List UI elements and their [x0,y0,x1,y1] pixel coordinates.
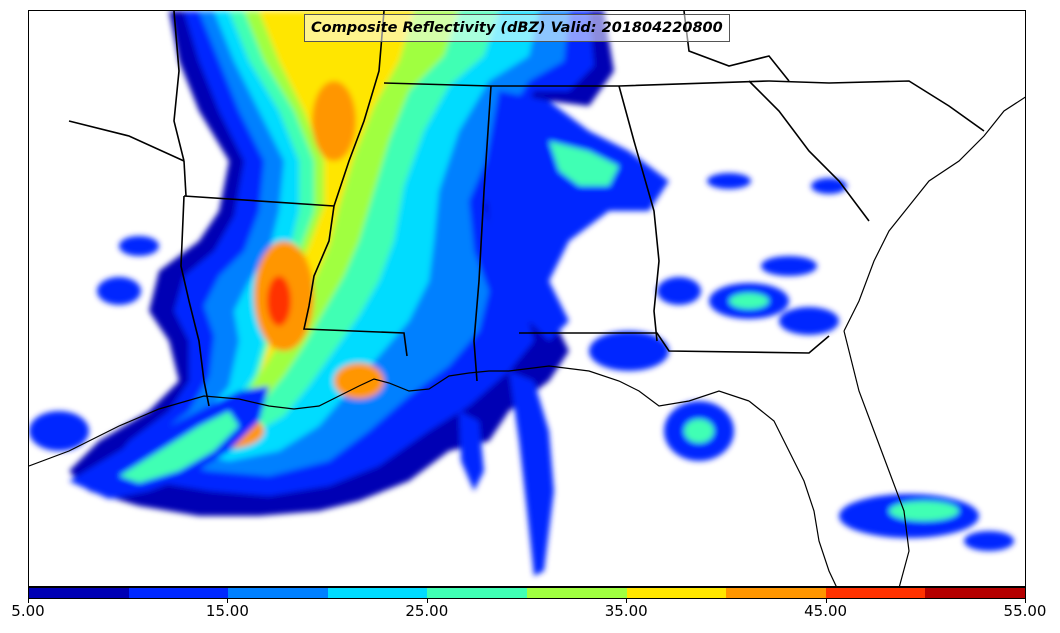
echo-scattered-cell [811,178,847,194]
colorbar-tick-label: 35.00 [604,602,648,620]
state-border [183,195,335,207]
colorbar-segment [626,588,727,598]
state-border [473,85,492,382]
echo-scattered-cell [119,236,159,256]
state-border [383,80,770,87]
colorbar-segment [128,588,229,598]
echo-gulf-streak [459,411,484,491]
colorbar-segment [427,588,527,598]
state-border [173,11,185,162]
echo-streak-band-green [549,141,619,186]
state-border [333,11,385,207]
colorbar-segment [228,588,328,598]
state-boundaries [68,11,985,407]
echo-scattered-cell [779,307,839,335]
echo-core-orange [312,81,356,161]
coastline [29,370,509,467]
colorbar-tick-label: 15.00 [205,602,249,620]
colorbar-tick-label: 45.00 [804,602,848,620]
echo-scattered-cell [684,419,714,443]
echo-gulf-streak [509,371,554,576]
colorbar-segment [925,588,1025,598]
echo-core-red [267,276,291,326]
echo-scattered-cell [889,501,959,521]
reflectivity-map [28,10,1026,587]
map-title: Composite Reflectivity (dBZ) Valid: 2018… [304,14,730,42]
colorbar-tick-label: 55.00 [1003,602,1047,620]
echo-scattered-cell [964,531,1014,551]
echo-scattered-cell [657,277,701,305]
colorbar-tick [28,599,29,603]
echo-scattered-cell [707,173,751,189]
echo-scattered-cell [97,277,141,305]
colorbar-segment [825,588,926,598]
state-border [768,80,985,132]
echo-gulf-band-west-cyan [119,411,239,483]
map-canvas [29,11,1025,586]
echo-scattered-cell [729,293,769,309]
coastline [748,400,837,586]
colorbar-tick-label: 5.00 [11,602,45,620]
echo-streak-band [484,91,669,341]
state-border [68,120,185,162]
colorbar-segment [29,588,129,598]
echo-scattered-cell [29,411,89,451]
colorbar-tick [825,599,827,603]
coastlines [29,96,1025,586]
state-border [303,205,408,357]
colorbar-tick [426,599,428,603]
echo-scattered-cell [761,256,817,276]
colorbar [28,587,1026,599]
coastline [843,96,1025,332]
state-border [748,80,870,222]
colorbar-tick [1025,599,1026,603]
colorbar-tick-label: 25.00 [405,602,449,620]
state-border [519,332,830,354]
colorbar-tick [227,599,229,603]
coastline [508,365,750,407]
echo-scattered-cell [589,331,669,371]
echo-gulf-band-west [69,386,269,499]
state-border [183,160,187,197]
colorbar-tick [626,599,628,603]
colorbar-segment [327,588,428,598]
colorbar-segment [726,588,826,598]
coastline [843,330,910,586]
state-border [180,195,210,407]
colorbar-segment [526,588,627,598]
echo-core-orange [334,363,384,399]
state-border [618,85,660,342]
